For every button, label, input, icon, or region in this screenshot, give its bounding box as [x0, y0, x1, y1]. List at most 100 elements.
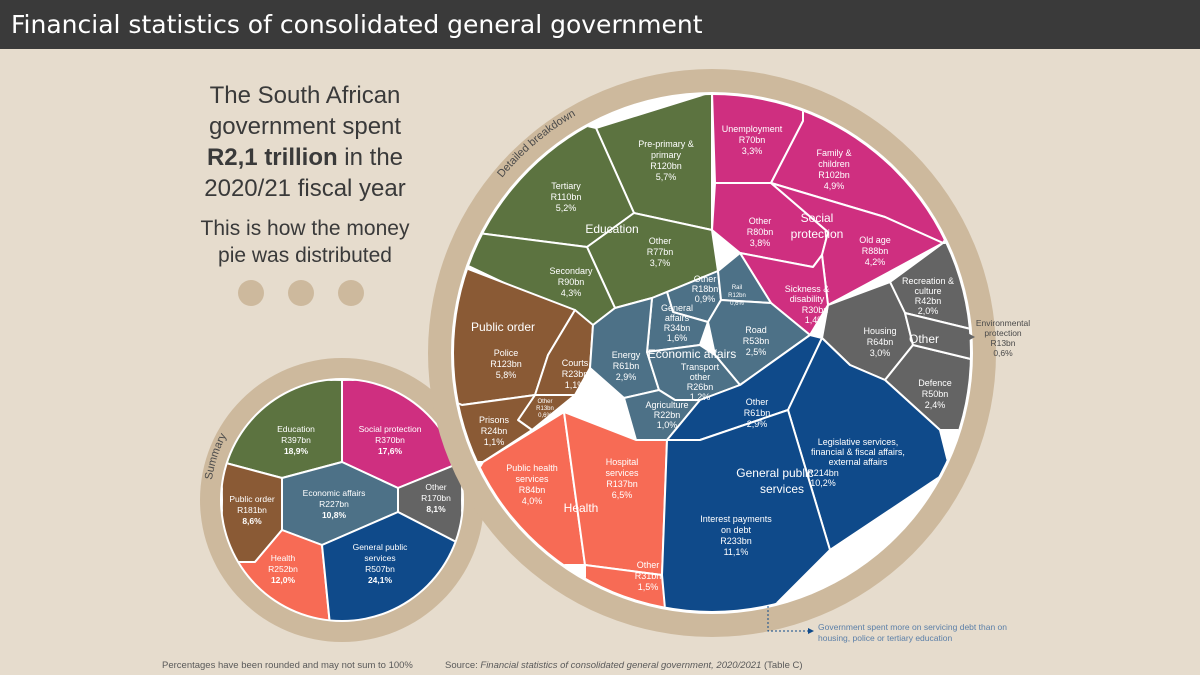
page-title: Financial statistics of consolidated gen… — [0, 0, 1200, 49]
summary-cell-other — [397, 461, 462, 546]
secondary-value: R90bn — [558, 277, 585, 287]
order-other-pct: 0,6% — [538, 413, 552, 419]
tertiary-pct: 5,2% — [556, 203, 577, 213]
econ-other-name: Other — [694, 274, 717, 284]
summary-education-value: R397bn — [281, 435, 311, 445]
general-label1: General public — [736, 466, 813, 480]
general-other-value: R61bn — [744, 408, 771, 418]
tertiary-value: R110bn — [551, 192, 582, 202]
footnote: Percentages have been rounded and may no… — [162, 660, 413, 671]
road-value: R53bn — [743, 336, 770, 346]
annotation-line2: housing, police or tertiary education — [818, 633, 952, 643]
detail-labels: Pre-primary & primary R120bn 5,7% Tertia… — [471, 124, 954, 592]
summary-health-pct: 12,0% — [271, 575, 296, 585]
transport-name2: other — [690, 372, 711, 382]
rail-value: R12bn — [728, 293, 746, 299]
interest-name2: on debt — [721, 525, 752, 535]
social-label2: protection — [791, 227, 844, 241]
headline-amount: R2,1 trillion — [206, 144, 338, 171]
headline-line1: The South African — [209, 82, 401, 109]
summary-education-name: Education — [277, 424, 315, 434]
sickness-pct: 1,4% — [805, 315, 826, 325]
summary-general-name2: services — [364, 553, 395, 563]
subhead-line1: This is how the money — [200, 217, 410, 240]
agriculture-value: R22bn — [654, 410, 681, 420]
courts-value: R23bn — [562, 369, 589, 379]
recreation-pct: 2,0% — [918, 306, 939, 316]
health-other-value: R31bn — [635, 571, 662, 581]
defence-name: Defence — [918, 378, 952, 388]
social-other-value: R80bn — [747, 227, 774, 237]
family-name2: children — [818, 159, 850, 169]
oldage-pct: 4,2% — [865, 257, 886, 267]
summary-economic-name: Economic affairs — [303, 488, 366, 498]
summary-cells — [222, 380, 462, 620]
defence-pct: 2,4% — [925, 400, 946, 410]
subhead-line2: pie was distributed — [218, 244, 392, 267]
summary-social-value: R370bn — [375, 435, 405, 445]
econ-other-value: R18bn — [692, 284, 719, 294]
source-prefix: Source: — [445, 660, 481, 671]
summary-social-name: Social protection — [359, 424, 422, 434]
prisons-value: R24bn — [481, 426, 508, 436]
oldage-name: Old age — [859, 235, 891, 245]
health-label: Health — [564, 501, 599, 515]
road-name: Road — [745, 325, 767, 335]
summary-education-pct: 18,9% — [284, 446, 309, 456]
family-name1: Family & — [816, 148, 851, 158]
source-note: Source: Financial statistics of consolid… — [445, 660, 803, 671]
hospital-name1: Hospital — [606, 457, 639, 467]
police-pct: 5,8% — [496, 370, 517, 380]
econ-other-pct: 0,9% — [695, 294, 716, 304]
housing-pct: 3,0% — [870, 348, 891, 358]
summary-labels: Education R397bn 18,9% Social protection… — [229, 424, 451, 585]
recreation-value: R42bn — [915, 296, 942, 306]
general-other-name: Other — [746, 397, 769, 407]
general-other-pct: 2,9% — [747, 419, 768, 429]
decorative-dot — [288, 280, 314, 306]
preprimary-value: R120bn — [650, 161, 682, 171]
legislative-pct: 10,2% — [810, 478, 836, 488]
econ-general-name1: General — [661, 303, 693, 313]
legislative-name2: financial & fiscal affairs, — [811, 447, 905, 457]
cell-general-legislative — [787, 337, 951, 551]
environment-name2: protection — [984, 328, 1022, 338]
preprimary-name2: primary — [651, 150, 682, 160]
road-pct: 2,5% — [746, 347, 767, 357]
environment-callout: Environmental protection R13bn 0,6% — [976, 318, 1030, 358]
public-health-name2: services — [515, 474, 549, 484]
energy-value: R61bn — [613, 361, 640, 371]
housing-value: R64bn — [867, 337, 894, 347]
courts-name: Courts — [562, 358, 589, 368]
annotation-arrow — [808, 628, 814, 634]
environment-pointer — [962, 330, 975, 344]
summary-other-pct: 8,1% — [426, 504, 446, 514]
decorative-dot — [338, 280, 364, 306]
preprimary-name1: Pre-primary & — [638, 139, 694, 149]
annotation-connector — [767, 598, 808, 632]
source-suffix: (Table C) — [761, 660, 803, 671]
unemployment-name: Unemployment — [722, 124, 783, 134]
headline-line4: 2020/21 fiscal year — [204, 175, 406, 202]
economic-label: Economic affairs — [648, 347, 736, 361]
recreation-name2: culture — [914, 286, 941, 296]
recreation-name1: Recreation & — [902, 276, 954, 286]
public-health-pct: 4,0% — [522, 496, 543, 506]
preprimary-pct: 5,7% — [656, 172, 677, 182]
other-label: Other — [909, 332, 939, 346]
health-other-name: Other — [637, 560, 660, 570]
interest-value: R233bn — [720, 536, 752, 546]
environment-value: R13bn — [990, 338, 1015, 348]
education-other-name: Other — [649, 236, 672, 246]
education-label: Education — [585, 222, 638, 236]
transport-name1: Transport — [681, 362, 720, 372]
hospital-name2: services — [605, 468, 639, 478]
police-name: Police — [494, 348, 519, 358]
sickness-name1: Sickness & — [785, 284, 830, 294]
econ-general-name2: affairs — [665, 313, 690, 323]
summary-public-order-name: Public order — [229, 494, 275, 504]
summary-other-value: R170bn — [421, 493, 451, 503]
summary-other-name: Other — [425, 482, 446, 492]
summary-social-pct: 17,6% — [378, 446, 403, 456]
interest-pct: 11,1% — [724, 547, 749, 557]
